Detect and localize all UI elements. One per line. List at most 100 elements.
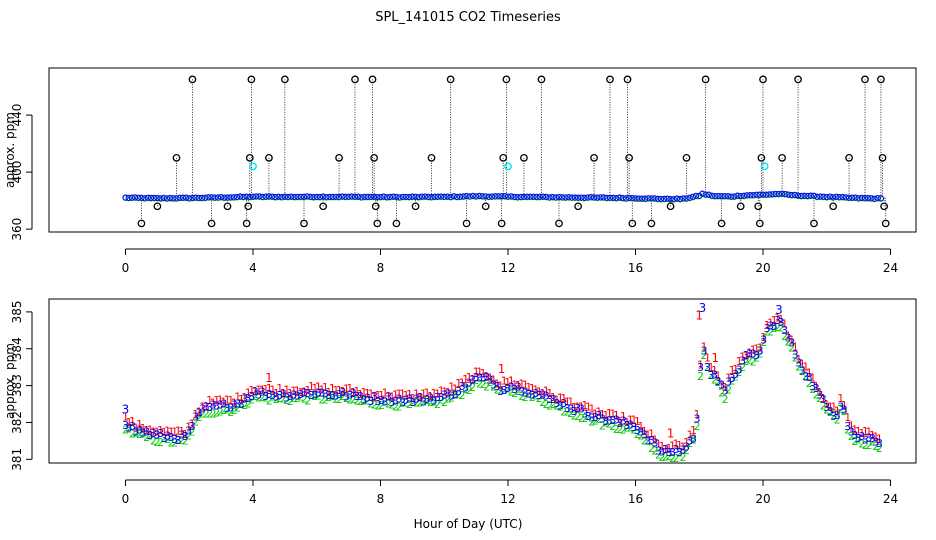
baseline-point bbox=[249, 193, 257, 200]
series-3-point: 3 bbox=[154, 429, 161, 442]
series-1-point: 1 bbox=[651, 434, 658, 447]
series-2-point: 2 bbox=[785, 336, 792, 349]
bottom-x-tick-label: 8 bbox=[377, 492, 385, 506]
baseline-point bbox=[874, 194, 881, 202]
baseline-point bbox=[718, 193, 725, 200]
series-3-point: 3 bbox=[280, 387, 287, 400]
spike-point bbox=[188, 75, 197, 84]
series-2-point: 2 bbox=[399, 395, 406, 408]
baseline-point bbox=[578, 194, 585, 201]
series-1-point: 1 bbox=[627, 414, 634, 427]
series-1-point: 1 bbox=[764, 319, 771, 332]
baseline-point bbox=[807, 192, 814, 199]
baseline-point bbox=[192, 194, 199, 201]
series-1-point: 1 bbox=[869, 429, 876, 442]
baseline-point bbox=[167, 194, 174, 202]
baseline-point bbox=[511, 193, 518, 200]
baseline-point bbox=[613, 195, 620, 202]
series-2-point: 2 bbox=[168, 437, 175, 450]
top-y-tick-label: 440 bbox=[10, 104, 24, 127]
series-3-point: 3 bbox=[637, 426, 644, 439]
series-2-point: 2 bbox=[133, 427, 140, 440]
baseline-point bbox=[645, 195, 652, 202]
series-1-point: 1 bbox=[136, 418, 143, 431]
series-2-point: 2 bbox=[876, 442, 883, 455]
baseline-point bbox=[332, 193, 339, 200]
series-2-point: 2 bbox=[872, 440, 879, 453]
series-2-point: 2 bbox=[266, 395, 273, 408]
series-1-point: 1 bbox=[848, 420, 855, 433]
series-2-point: 2 bbox=[708, 369, 715, 382]
series-1-point: 1 bbox=[294, 385, 301, 398]
series-3-point: 3 bbox=[830, 410, 837, 423]
series-3-point: 3 bbox=[515, 381, 522, 394]
spike-point bbox=[392, 219, 401, 228]
baseline-point bbox=[632, 195, 639, 202]
series-3-point: 3 bbox=[585, 410, 592, 423]
baseline-point bbox=[517, 193, 524, 201]
series-1-point: 1 bbox=[445, 386, 452, 399]
baseline-point bbox=[355, 193, 362, 200]
series-1-point: 1 bbox=[255, 384, 262, 397]
baseline-point bbox=[151, 194, 158, 201]
series-1-point: 1 bbox=[476, 365, 483, 378]
series-3-point: 3 bbox=[753, 349, 760, 362]
series-1-point: 1 bbox=[644, 428, 651, 441]
series-2-point: 2 bbox=[199, 408, 206, 421]
series-3-point: 3 bbox=[848, 425, 855, 438]
series-3-point: 3 bbox=[157, 427, 164, 440]
baseline-point bbox=[218, 193, 225, 201]
baseline-point bbox=[272, 193, 279, 201]
notable-point: 1 bbox=[711, 351, 719, 365]
baseline-point bbox=[284, 193, 292, 200]
baseline-point bbox=[504, 193, 512, 200]
baseline-point bbox=[810, 192, 818, 199]
series-1-point: 1 bbox=[753, 342, 760, 355]
series-2-point: 2 bbox=[353, 394, 360, 407]
baseline-point bbox=[415, 193, 422, 201]
baseline-point bbox=[179, 194, 186, 201]
baseline-point bbox=[323, 193, 330, 201]
bottom-y-tick-label: 381 bbox=[10, 448, 24, 471]
series-3-point: 3 bbox=[367, 395, 374, 408]
baseline-point bbox=[141, 195, 148, 202]
series-1-point: 1 bbox=[820, 392, 827, 405]
series-1-point: 1 bbox=[283, 384, 290, 397]
series-2-point: 2 bbox=[476, 378, 483, 391]
series-2-point: 2 bbox=[508, 385, 515, 398]
series-2-point: 2 bbox=[406, 398, 413, 411]
series-3-point: 3 bbox=[795, 356, 802, 369]
notable-point: 1 bbox=[265, 371, 273, 385]
baseline-point bbox=[699, 190, 706, 197]
series-2-point: 2 bbox=[497, 385, 504, 398]
baseline-point bbox=[728, 193, 735, 200]
series-2-point: 2 bbox=[269, 391, 276, 404]
top-panel-marks bbox=[122, 75, 890, 228]
baseline-point bbox=[705, 191, 712, 198]
baseline-point bbox=[836, 194, 843, 201]
series-1-point: 1 bbox=[876, 432, 883, 445]
series-1-point: 1 bbox=[490, 374, 497, 387]
baseline-point bbox=[202, 194, 209, 201]
baseline-point bbox=[297, 193, 304, 200]
series-2-point: 2 bbox=[487, 376, 494, 389]
series-1-point: 1 bbox=[567, 396, 574, 409]
series-2-point: 2 bbox=[627, 422, 634, 435]
series-3-point: 3 bbox=[266, 388, 273, 401]
series-2-point: 2 bbox=[585, 410, 592, 423]
series-3-point: 3 bbox=[813, 382, 820, 395]
baseline-point bbox=[211, 194, 218, 201]
series-1-point: 1 bbox=[872, 431, 879, 444]
series-2-point: 2 bbox=[154, 436, 161, 449]
baseline-point bbox=[565, 194, 572, 201]
baseline-point bbox=[638, 195, 645, 202]
baseline-point bbox=[823, 193, 830, 201]
series-2-point: 2 bbox=[623, 421, 630, 434]
baseline-point bbox=[543, 193, 550, 200]
series-3-point: 3 bbox=[410, 396, 417, 409]
baseline-point bbox=[186, 195, 193, 202]
baseline-point bbox=[769, 191, 776, 198]
series-1-point: 1 bbox=[213, 394, 220, 407]
series-1-point: 1 bbox=[241, 391, 248, 404]
baseline-point bbox=[434, 193, 441, 200]
